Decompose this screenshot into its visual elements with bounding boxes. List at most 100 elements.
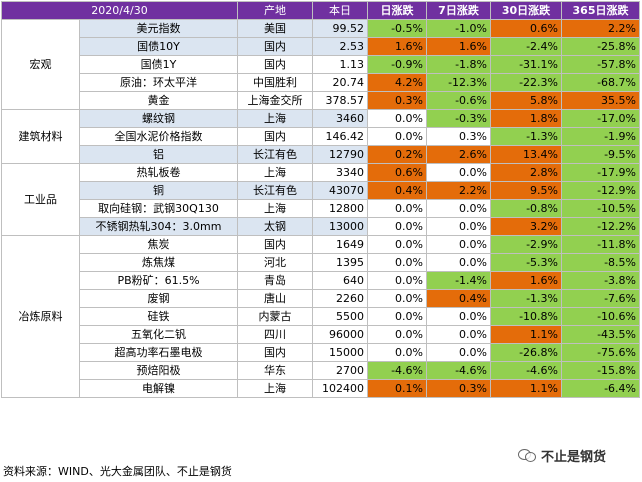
change-365d: -15.8% [561, 361, 640, 380]
commodity-name: 预焙阳极 [79, 361, 238, 380]
change-1d: 0.0% [367, 253, 427, 272]
change-1d: 0.0% [367, 217, 427, 236]
category-label: 工业品 [1, 163, 80, 236]
origin-place: 国内 [237, 127, 313, 146]
change-7d: 0.0% [426, 235, 491, 254]
price-today: 2700 [312, 361, 368, 380]
change-7d: 0.0% [426, 217, 491, 236]
table-body: 宏观 美元指数 美国 99.52 -0.5% -1.0% 0.6% 2.2% 国债10Y 国内 2.… [1, 19, 640, 398]
change-1d: -0.9% [367, 55, 427, 74]
price-today: 3340 [312, 163, 368, 182]
origin-place: 华东 [237, 361, 313, 380]
commodity-name: 国债10Y [79, 37, 238, 56]
origin-place: 青岛 [237, 271, 313, 290]
price-today: 146.42 [312, 127, 368, 146]
change-365d: -17.0% [561, 109, 640, 128]
change-1d: 0.0% [367, 307, 427, 326]
table-row: 超高功率石墨电极 国内 15000 0.0% 0.0% -26.8% -75.6% [2, 343, 640, 362]
price-today: 1.13 [312, 55, 368, 74]
change-1d: 0.2% [367, 145, 427, 164]
change-7d: 1.6% [426, 37, 491, 56]
change-7d: 0.3% [426, 127, 491, 146]
category-label: 冶炼原料 [1, 235, 80, 398]
change-1d: 0.0% [367, 271, 427, 290]
commodity-name: 五氧化二钒 [79, 325, 238, 344]
change-30d: 0.6% [490, 19, 562, 38]
origin-place: 长江有色 [237, 181, 313, 200]
origin-place: 美国 [237, 19, 313, 38]
table-row: 黄金 上海金交所 378.57 0.3% -0.6% 5.8% 35.5% [2, 91, 640, 110]
commodity-name: 原油：环太平洋 [79, 73, 238, 92]
price-today: 15000 [312, 343, 368, 362]
price-change-table: 2020/4/30 产地 本日 日涨跌 7日涨跌 30日涨跌 365日涨跌 宏观… [1, 1, 640, 398]
origin-place: 上海 [237, 199, 313, 218]
change-1d: 0.0% [367, 235, 427, 254]
origin-place: 唐山 [237, 289, 313, 308]
change-1d: 0.0% [367, 199, 427, 218]
table-row: 不锈钢热轧304：3.0mm 太钢 13000 0.0% 0.0% 3.2% -12.2% [2, 217, 640, 236]
commodity-name: 美元指数 [79, 19, 238, 38]
change-30d: 1.8% [490, 109, 562, 128]
origin-place: 上海 [237, 109, 313, 128]
change-30d: 2.8% [490, 163, 562, 182]
change-7d: -0.3% [426, 109, 491, 128]
origin-place: 国内 [237, 37, 313, 56]
table-row: 五氧化二钒 四川 96000 0.0% 0.0% 1.1% -43.5% [2, 325, 640, 344]
commodity-name: 取向硅钢：武钢30Q130 [79, 199, 238, 218]
table-row: 铜长江有色 43070 0.4% 2.2% 9.5% -12.9% [2, 181, 640, 200]
change-1d: 0.0% [367, 343, 427, 362]
change-30d: -1.3% [490, 127, 562, 146]
change-7d: -1.4% [426, 271, 491, 290]
table-row: 宏观 美元指数 美国 99.52 -0.5% -1.0% 0.6% 2.2% [1, 19, 640, 110]
change-7d: 0.3% [426, 379, 491, 398]
change-1d: 0.3% [367, 91, 427, 110]
commodity-name: 铜 [79, 181, 238, 200]
price-today: 640 [312, 271, 368, 290]
origin-place: 国内 [237, 235, 313, 254]
table-row: 国债10Y 国内 2.53 1.6% 1.6% -2.4% -25.8% [2, 37, 640, 56]
change-7d: 2.6% [426, 145, 491, 164]
change-1d: -4.6% [367, 361, 427, 380]
header-365d-change: 365日涨跌 [561, 1, 640, 20]
change-1d: 0.0% [367, 289, 427, 308]
change-30d: 5.8% [490, 91, 562, 110]
change-1d: 0.0% [367, 109, 427, 128]
category-label: 宏观 [1, 19, 80, 110]
change-7d: -12.3% [426, 73, 491, 92]
change-365d: 35.5% [561, 91, 640, 110]
price-today: 1649 [312, 235, 368, 254]
change-365d: -12.9% [561, 181, 640, 200]
commodity-name: 黄金 [79, 91, 238, 110]
change-30d: -22.3% [490, 73, 562, 92]
table-row: 预焙阳极 华东 2700 -4.6% -4.6% -4.6% -15.8% [2, 361, 640, 380]
change-365d: -3.8% [561, 271, 640, 290]
origin-place: 四川 [237, 325, 313, 344]
change-7d: 0.0% [426, 199, 491, 218]
change-30d: -31.1% [490, 55, 562, 74]
change-365d: -17.9% [561, 163, 640, 182]
change-365d: 2.2% [561, 19, 640, 38]
change-365d: -10.6% [561, 307, 640, 326]
change-365d: -25.8% [561, 37, 640, 56]
change-7d: 2.2% [426, 181, 491, 200]
commodity-name: 焦炭 [79, 235, 238, 254]
change-7d: 0.0% [426, 253, 491, 272]
change-30d: -2.9% [490, 235, 562, 254]
change-30d: 1.1% [490, 379, 562, 398]
change-365d: -11.8% [561, 235, 640, 254]
commodity-name: 硅铁 [79, 307, 238, 326]
table-row: 取向硅钢：武钢30Q130 上海 12800 0.0% 0.0% -0.8% -10.5% [2, 199, 640, 218]
category-label: 建筑材料 [1, 109, 80, 164]
table-row: 电解镍 上海 102400 0.1% 0.3% 1.1% -6.4% [2, 379, 640, 398]
watermark-text: 不止是钢货 [541, 449, 607, 465]
price-today: 2260 [312, 289, 368, 308]
change-30d: 3.2% [490, 217, 562, 236]
header-30d-change: 30日涨跌 [490, 1, 562, 20]
change-30d: -10.8% [490, 307, 562, 326]
commodity-name: 热轧板卷 [79, 163, 238, 182]
table-row: 炼焦煤 河北 1395 0.0% 0.0% -5.3% -8.5% [2, 253, 640, 272]
change-7d: 0.4% [426, 289, 491, 308]
change-365d: -68.7% [561, 73, 640, 92]
origin-place: 长江有色 [237, 145, 313, 164]
origin-place: 上海 [237, 163, 313, 182]
